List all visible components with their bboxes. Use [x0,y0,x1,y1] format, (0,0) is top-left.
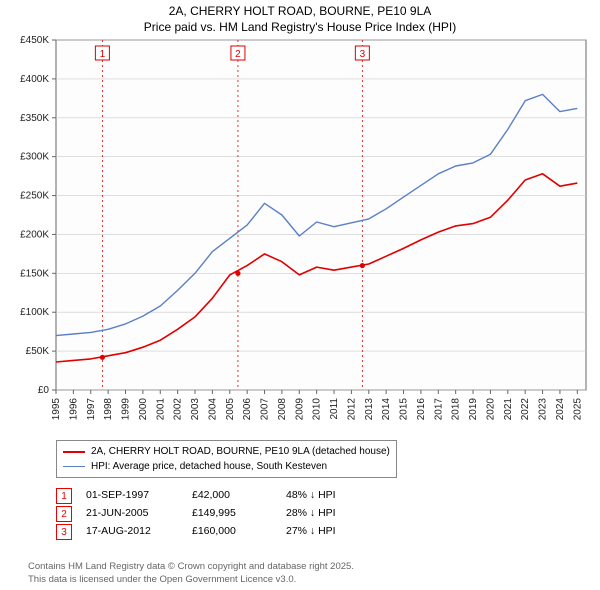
sale-delta: 28% ↓ HPI [286,506,336,522]
svg-text:2002: 2002 [173,398,184,421]
svg-text:£0: £0 [38,385,50,396]
sale-marker-box: 2 [56,506,72,522]
sale-price: £160,000 [192,524,272,540]
legend-label: HPI: Average price, detached house, Sout… [91,459,327,474]
legend-swatch [63,451,85,453]
svg-text:1996: 1996 [68,398,79,421]
svg-text:£150K: £150K [20,268,49,279]
line-chart: £0£50K£100K£150K£200K£250K£300K£350K£400… [56,40,586,390]
svg-text:1998: 1998 [103,398,114,421]
svg-text:2009: 2009 [294,398,305,421]
svg-text:2022: 2022 [520,398,531,421]
svg-text:£450K: £450K [20,35,49,46]
legend-swatch [63,466,85,467]
svg-text:2012: 2012 [346,398,357,421]
svg-text:£50K: £50K [26,346,50,357]
svg-text:£250K: £250K [20,191,49,202]
title-line1: 2A, CHERRY HOLT ROAD, BOURNE, PE10 9LA [8,4,592,20]
svg-text:2018: 2018 [451,398,462,421]
sale-price: £42,000 [192,488,272,504]
svg-text:2024: 2024 [555,398,566,421]
sale-price: £149,995 [192,506,272,522]
legend: 2A, CHERRY HOLT ROAD, BOURNE, PE10 9LA (… [56,440,397,478]
sale-marker-box: 3 [56,524,72,540]
legend-item: 2A, CHERRY HOLT ROAD, BOURNE, PE10 9LA (… [63,444,390,459]
svg-text:2010: 2010 [312,398,323,421]
svg-text:2011: 2011 [329,398,340,420]
svg-text:2006: 2006 [242,398,253,421]
legend-item: HPI: Average price, detached house, Sout… [63,459,390,474]
chart-title: 2A, CHERRY HOLT ROAD, BOURNE, PE10 9LA P… [0,0,600,35]
svg-text:2003: 2003 [190,398,201,421]
sale-row: 3 17-AUG-2012 £160,000 27% ↓ HPI [56,524,336,540]
svg-text:2017: 2017 [433,398,444,421]
svg-text:2023: 2023 [538,398,549,421]
svg-text:2013: 2013 [364,398,375,421]
svg-text:£200K: £200K [20,229,49,240]
sales-table: 1 01-SEP-1997 £42,000 48% ↓ HPI 2 21-JUN-2005… [56,486,336,542]
svg-text:1999: 1999 [121,398,132,421]
credit-line2: This data is licensed under the Open Gov… [28,574,354,586]
svg-text:2005: 2005 [225,398,236,421]
svg-text:2019: 2019 [468,398,479,421]
svg-text:2014: 2014 [381,398,392,421]
svg-text:1: 1 [100,49,106,60]
svg-text:£300K: £300K [20,152,49,163]
svg-text:1995: 1995 [51,398,62,421]
svg-text:2001: 2001 [155,398,166,421]
svg-text:3: 3 [360,49,366,60]
legend-label: 2A, CHERRY HOLT ROAD, BOURNE, PE10 9LA (… [91,444,390,459]
credit-line1: Contains HM Land Registry data © Crown c… [28,561,354,573]
sale-delta: 27% ↓ HPI [286,524,336,540]
sale-row: 1 01-SEP-1997 £42,000 48% ↓ HPI [56,488,336,504]
svg-text:£100K: £100K [20,307,49,318]
credit-text: Contains HM Land Registry data © Crown c… [28,561,354,586]
svg-text:2007: 2007 [260,398,271,421]
sale-marker-box: 1 [56,488,72,504]
svg-text:2025: 2025 [572,398,583,421]
title-line2: Price paid vs. HM Land Registry's House … [8,20,592,36]
svg-text:2020: 2020 [485,398,496,421]
sale-date: 21-JUN-2005 [86,506,178,522]
svg-text:2000: 2000 [138,398,149,421]
svg-text:2004: 2004 [207,398,218,421]
svg-text:2008: 2008 [277,398,288,421]
svg-text:1997: 1997 [86,398,97,421]
svg-text:£400K: £400K [20,74,49,85]
sale-date: 17-AUG-2012 [86,524,178,540]
svg-text:£350K: £350K [20,113,49,124]
svg-text:2015: 2015 [399,398,410,421]
svg-text:2021: 2021 [503,398,514,421]
sale-delta: 48% ↓ HPI [286,488,336,504]
sale-date: 01-SEP-1997 [86,488,178,504]
sale-row: 2 21-JUN-2005 £149,995 28% ↓ HPI [56,506,336,522]
svg-text:2: 2 [235,49,241,60]
svg-text:2016: 2016 [416,398,427,421]
